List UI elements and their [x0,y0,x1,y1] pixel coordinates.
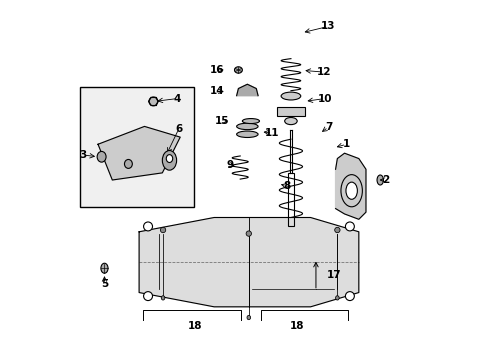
Text: 1: 1 [342,139,349,149]
Text: 4: 4 [173,94,181,104]
Ellipse shape [143,222,152,231]
Text: 8: 8 [283,181,290,191]
Bar [287,174,294,226]
Bar [80,87,194,207]
Ellipse shape [234,67,242,73]
Ellipse shape [281,92,300,100]
Ellipse shape [345,292,354,301]
Polygon shape [139,217,358,307]
Ellipse shape [160,227,165,233]
Ellipse shape [236,123,258,130]
Ellipse shape [345,222,354,231]
Ellipse shape [242,118,259,123]
Ellipse shape [335,296,339,300]
Text: 5: 5 [101,279,108,289]
Text: 15: 15 [215,116,229,126]
Text: 18: 18 [289,321,304,331]
Polygon shape [335,153,365,219]
Text: 13: 13 [321,21,335,31]
Text: 10: 10 [317,94,331,104]
Text: 14: 14 [209,86,224,96]
Text: 2: 2 [381,175,388,185]
Ellipse shape [161,296,164,300]
Ellipse shape [340,175,362,207]
Ellipse shape [143,292,152,301]
Ellipse shape [101,263,108,273]
Text: 16: 16 [209,65,224,75]
Text: 12: 12 [316,67,331,77]
Text: 17: 17 [326,270,341,280]
Ellipse shape [149,97,158,106]
Ellipse shape [245,231,251,236]
Text: 9: 9 [226,159,233,170]
Ellipse shape [162,150,176,170]
Polygon shape [236,84,258,96]
Bar [276,107,305,116]
Polygon shape [98,126,180,180]
Text: 18: 18 [187,321,202,331]
Ellipse shape [236,131,258,138]
Ellipse shape [345,182,357,199]
Ellipse shape [166,155,172,162]
Ellipse shape [334,227,339,233]
Text: 6: 6 [175,124,182,134]
Text: 7: 7 [324,122,331,132]
Ellipse shape [246,315,250,320]
Text: 3: 3 [79,150,86,160]
Ellipse shape [284,117,297,125]
Ellipse shape [97,152,106,162]
Text: 11: 11 [264,128,279,138]
Ellipse shape [376,175,383,185]
Ellipse shape [124,159,132,168]
